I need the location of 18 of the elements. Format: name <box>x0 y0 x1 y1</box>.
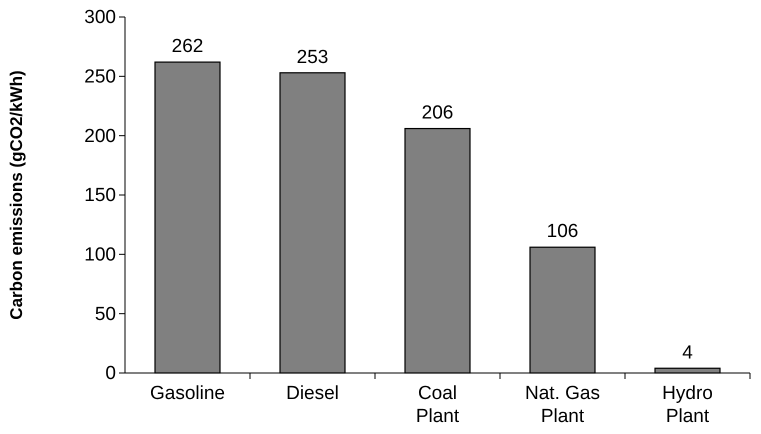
data-label: 262 <box>172 36 204 58</box>
x-tick-label: Coal Plant <box>416 383 460 427</box>
data-label: 106 <box>546 221 578 242</box>
y-tick-label: 300 <box>84 7 116 28</box>
y-tick-label: 250 <box>84 66 116 88</box>
y-tick-label: 200 <box>84 126 116 147</box>
data-label: 4 <box>682 342 694 364</box>
y-axis-title: Carbon emissions (gCO2/kWh) <box>7 70 26 320</box>
x-tick-label: Nat. Gas Plant <box>525 383 600 427</box>
data-label: 206 <box>422 102 454 124</box>
x-tick-label: Hydro Plant <box>662 383 713 427</box>
data-label: 253 <box>296 46 328 68</box>
y-tick-label: 150 <box>84 185 116 206</box>
y-tick-label: 100 <box>84 244 116 266</box>
x-tick-label: Gasoline <box>150 383 225 404</box>
y-tick-label: 50 <box>94 304 116 325</box>
x-tick-label: Diesel <box>286 383 339 404</box>
y-tick-label: 0 <box>105 363 116 384</box>
